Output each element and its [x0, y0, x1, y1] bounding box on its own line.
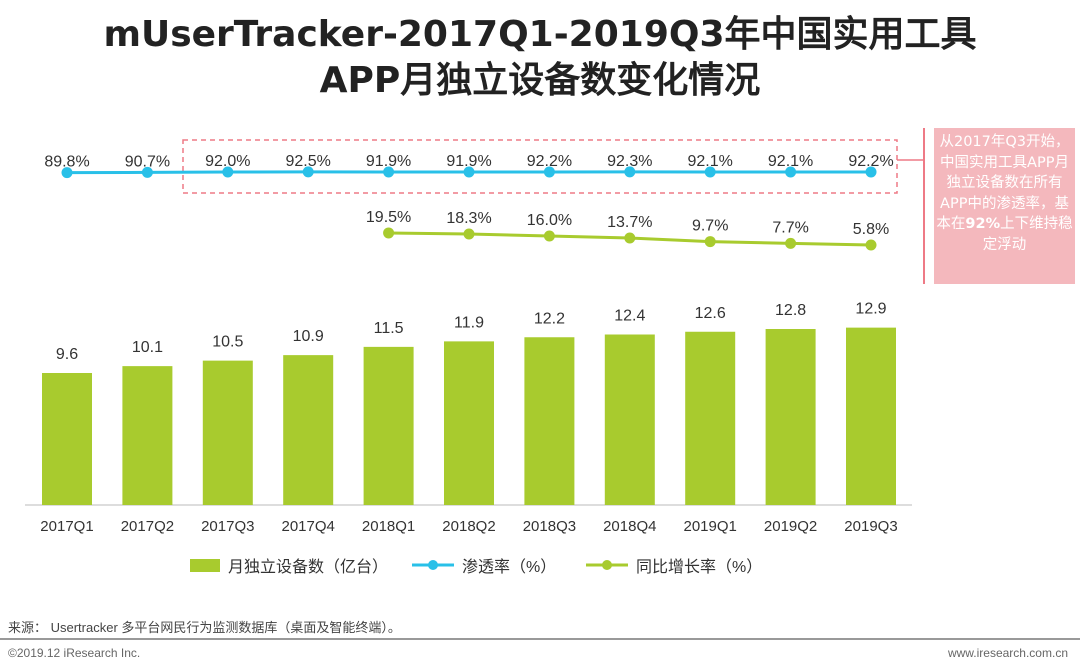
- x-tick-label: 2018Q3: [523, 518, 576, 535]
- title-line-1: mUserTracker-2017Q1-2019Q3年中国实用工具: [103, 14, 977, 55]
- annotation-text-end: 上下维持稳定浮动: [982, 216, 1073, 253]
- copyright: ©2019.12 iResearch Inc.: [8, 646, 141, 660]
- x-tick-label: 2017Q1: [40, 518, 93, 535]
- legend-line-swatch: [586, 560, 628, 570]
- growth-label: 18.3%: [446, 210, 491, 227]
- growth-label: 5.8%: [853, 221, 889, 238]
- legend-label: 渗透率（%）: [462, 559, 557, 576]
- annotation-box: 从2017年Q3开始，中国实用工具APP月独立设备数在所有APP中的渗透率，基本…: [934, 128, 1075, 284]
- x-tick-label: 2017Q4: [282, 518, 335, 535]
- penetration-label: 92.2%: [848, 153, 893, 170]
- bar: [846, 327, 896, 505]
- bar: [122, 366, 173, 505]
- penetration-point: [222, 166, 234, 178]
- penetration-point: [704, 166, 716, 178]
- title-line-2: APP月独立设备数变化情况: [319, 60, 761, 101]
- bar-value-label: 12.8: [775, 302, 806, 319]
- website: www.iresearch.com.cn: [947, 646, 1068, 660]
- growth-point: [624, 232, 636, 244]
- penetration-label: 90.7%: [125, 153, 170, 170]
- legend-bar-swatch: [190, 558, 220, 572]
- penetration-label: 92.1%: [768, 153, 813, 170]
- growth-point: [463, 228, 475, 240]
- penetration-label: 92.5%: [286, 153, 331, 170]
- penetration-point: [383, 166, 395, 178]
- annotation-highlight: 92%: [965, 216, 1001, 232]
- growth-point: [785, 237, 797, 249]
- growth-point: [543, 230, 555, 242]
- penetration-label: 91.9%: [446, 153, 491, 170]
- penetration-label: 92.2%: [527, 153, 572, 170]
- legend-bar: 月独立设备数（亿台）: [190, 553, 388, 577]
- bar: [524, 337, 575, 505]
- bar: [42, 373, 92, 505]
- growth-label: 9.7%: [692, 218, 728, 235]
- chart-title: mUserTracker-2017Q1-2019Q3年中国实用工具 APP月独立设…: [0, 12, 1080, 104]
- growth-point: [704, 236, 716, 248]
- bar-value-label: 12.4: [614, 308, 645, 325]
- penetration-point: [141, 166, 153, 178]
- penetration-point: [302, 166, 314, 178]
- growth-point: [383, 227, 395, 239]
- growth-point: [865, 239, 877, 251]
- bar-value-label: 10.9: [293, 328, 324, 345]
- bar: [444, 341, 494, 505]
- penetration-point: [61, 167, 73, 179]
- bar: [363, 346, 414, 505]
- growth-label: 13.7%: [607, 214, 652, 231]
- x-tick-label: 2019Q2: [764, 518, 817, 535]
- x-tick-label: 2017Q3: [201, 518, 254, 535]
- legend-penetration: 渗透率（%）: [412, 553, 556, 577]
- legend-growth: 同比增长率（%）: [586, 553, 762, 577]
- bar-value-label: 10.5: [212, 334, 243, 351]
- bar-value-label: 11.5: [374, 320, 404, 337]
- penetration-label: 92.0%: [205, 153, 250, 170]
- penetration-label: 89.8%: [44, 154, 89, 171]
- x-tick-label: 2019Q3: [844, 518, 897, 535]
- bar: [765, 329, 816, 505]
- penetration-point: [865, 166, 877, 178]
- bar-value-label: 9.6: [56, 346, 78, 363]
- source-note: 来源： Usertracker 多平台网民行为监测数据库（桌面及智能终端）。: [8, 620, 401, 635]
- penetration-label: 92.1%: [688, 153, 733, 170]
- penetration-label: 91.9%: [366, 153, 411, 170]
- penetration-point: [785, 166, 797, 178]
- bar: [685, 331, 736, 505]
- highlight-box: [182, 139, 898, 194]
- legend-label: 同比增长率（%）: [636, 559, 763, 576]
- divider: [0, 638, 1080, 640]
- bar-value-label: 12.2: [534, 310, 565, 327]
- penetration-label: 92.3%: [607, 153, 652, 170]
- bar-value-label: 12.6: [695, 305, 726, 322]
- growth-label: 7.7%: [772, 219, 808, 236]
- growth-label: 16.0%: [527, 212, 572, 229]
- bar-value-label: 11.9: [454, 314, 484, 331]
- legend-line-swatch: [412, 560, 454, 570]
- penetration-point: [543, 166, 555, 178]
- bar-value-label: 10.1: [132, 339, 163, 356]
- penetration-point: [624, 166, 636, 178]
- x-tick-label: 2018Q2: [442, 518, 495, 535]
- bar-value-label: 12.9: [855, 301, 886, 318]
- x-tick-label: 2018Q4: [603, 518, 656, 535]
- penetration-point: [463, 166, 475, 178]
- legend-label: 月独立设备数（亿台）: [228, 559, 389, 576]
- x-tick-label: 2018Q1: [362, 518, 415, 535]
- bar: [283, 355, 334, 505]
- bar: [202, 360, 253, 505]
- growth-label: 19.5%: [366, 209, 411, 226]
- bar: [604, 334, 655, 505]
- x-tick-label: 2017Q2: [121, 518, 174, 535]
- annotation-text: 从2017年Q3开始，中国实用工具APP月独立设备数在所有APP中的渗透率，基本…: [936, 134, 1070, 232]
- x-tick-label: 2019Q1: [684, 518, 737, 535]
